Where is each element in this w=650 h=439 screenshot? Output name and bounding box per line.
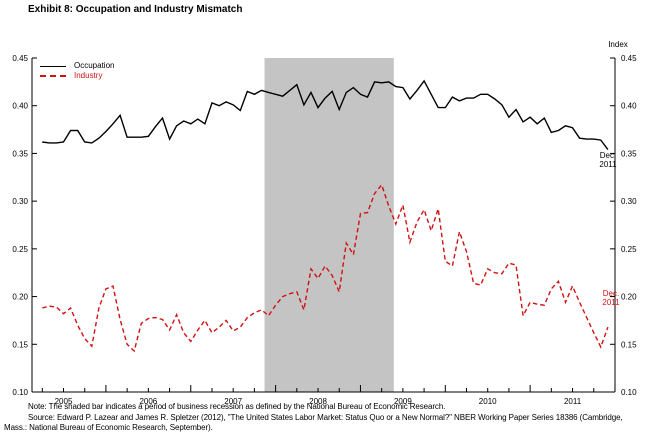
legend: Occupation Industry (40, 61, 114, 81)
y-tick-label-right: 0.15 (621, 340, 637, 349)
legend-label-occupation: Occupation (74, 61, 115, 70)
x-tick-label: 2007 (224, 397, 242, 406)
x-tick-label: 2006 (139, 397, 157, 406)
y-tick-label-left: 0.40 (12, 102, 28, 111)
footnote-source-cont: Mass.: National Bureau of Economic Resea… (4, 423, 213, 432)
industry-end-annotation: Dec. 2011 (602, 289, 620, 307)
legend-item-occupation: Occupation (40, 61, 114, 71)
y-tick-label-right: 0.35 (621, 149, 637, 158)
x-tick-label: 2008 (309, 397, 327, 406)
occupation-end-annotation: Dec. 2011 (599, 151, 617, 169)
y-tick-label-left: 0.35 (12, 149, 28, 158)
x-tick-label: 2005 (55, 397, 73, 406)
x-tick-label: 2011 (564, 397, 582, 406)
footnote-note: Note: The shaded bar indicates a period … (28, 402, 446, 411)
x-tick-label: 2009 (394, 397, 412, 406)
x-tick-label: 2010 (479, 397, 497, 406)
y-tick-label-right: 0.30 (621, 197, 637, 206)
y-tick-label-right: 0.10 (621, 388, 637, 397)
y-tick-label-right: 0.25 (621, 245, 637, 254)
y-tick-label-right: 0.20 (621, 293, 637, 302)
axes (31, 57, 616, 393)
legend-label-industry: Industry (74, 71, 103, 80)
footnote-source: Source: Edward P. Lazear and James R. Sp… (28, 412, 623, 422)
y-tick-label-left: 0.30 (12, 197, 28, 206)
right-axis-title: Index (608, 40, 628, 49)
y-tick-label-left: 0.45 (12, 54, 28, 63)
y-tick-label-right: 0.45 (621, 54, 637, 63)
y-tick-label-left: 0.15 (12, 340, 28, 349)
industry-line (42, 183, 609, 353)
chart-title: Exhibit 8: Occupation and Industry Misma… (28, 4, 243, 15)
y-tick-label-right: 0.40 (621, 102, 637, 111)
y-tick-label-left: 0.20 (12, 293, 28, 302)
occupation-line (42, 79, 609, 151)
legend-item-industry: Industry (40, 71, 114, 81)
recession-band (264, 58, 394, 392)
y-tick-label-left: 0.10 (12, 388, 28, 397)
industry-line-sample-icon (40, 75, 66, 77)
footnotes: Note: The shaded bar indicates a period … (0, 402, 648, 434)
y-tick-label-left: 0.25 (12, 245, 28, 254)
occupation-line-sample-icon (40, 65, 66, 67)
